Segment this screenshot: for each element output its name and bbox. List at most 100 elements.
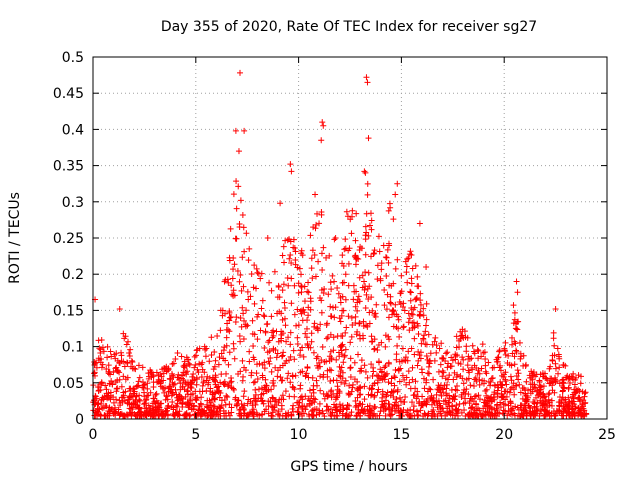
data-point (513, 278, 520, 285)
data-point (234, 268, 241, 275)
data-point (275, 367, 282, 374)
data-point (348, 230, 355, 237)
data-point (350, 296, 357, 303)
data-point (348, 314, 355, 321)
data-point (362, 269, 369, 276)
data-point (467, 382, 474, 389)
data-point (124, 399, 131, 406)
data-point (497, 378, 504, 385)
data-point (243, 230, 250, 237)
data-point (145, 411, 152, 418)
data-point (353, 210, 360, 217)
data-point (403, 381, 410, 388)
data-point (565, 384, 572, 391)
data-point (497, 404, 504, 411)
data-point (369, 382, 376, 389)
data-point (533, 394, 540, 401)
data-point (411, 335, 418, 342)
data-point (171, 380, 178, 387)
data-point (407, 297, 414, 304)
data-point (511, 391, 518, 398)
data-point (402, 354, 409, 361)
data-point (505, 402, 512, 409)
data-point (430, 397, 437, 404)
data-point (265, 339, 272, 346)
data-point (334, 333, 341, 340)
data-point (247, 293, 254, 300)
data-point (279, 362, 286, 369)
data-point (314, 210, 321, 217)
data-point (520, 385, 527, 392)
data-point (410, 319, 417, 326)
data-point (374, 379, 381, 386)
data-point (564, 409, 571, 416)
data-point (424, 396, 431, 403)
data-point (120, 389, 127, 396)
data-point (368, 217, 375, 224)
data-point (520, 362, 527, 369)
data-point (358, 357, 365, 364)
data-point (439, 368, 446, 375)
data-point (364, 79, 371, 86)
data-point (558, 400, 565, 407)
data-point (213, 409, 220, 416)
data-point (487, 404, 494, 411)
data-point (186, 412, 193, 419)
data-point (158, 400, 165, 407)
data-point (302, 406, 309, 413)
data-point (544, 377, 551, 384)
data-point (177, 397, 184, 404)
data-point (335, 372, 342, 379)
data-point (473, 393, 479, 400)
data-point (97, 349, 104, 356)
data-point (214, 405, 221, 412)
data-point (361, 362, 368, 369)
data-point (504, 388, 511, 395)
data-point (288, 412, 295, 419)
data-point (539, 402, 546, 409)
data-point (423, 341, 430, 348)
data-point (294, 334, 301, 341)
data-point (253, 398, 260, 405)
data-point (352, 319, 359, 326)
data-point (331, 278, 338, 285)
data-point (135, 382, 142, 389)
data-point (465, 391, 472, 398)
data-point (194, 346, 201, 353)
data-point (442, 375, 449, 382)
data-point (323, 254, 330, 261)
data-point (317, 373, 324, 380)
data-point (286, 357, 293, 364)
data-point (100, 404, 107, 411)
data-point (390, 323, 397, 330)
data-point (432, 334, 439, 341)
data-point (483, 370, 490, 377)
data-point (545, 391, 552, 398)
data-point (416, 312, 423, 319)
data-point (446, 409, 453, 416)
data-point (354, 328, 361, 335)
data-point (396, 299, 403, 306)
data-point (269, 394, 276, 401)
data-point (453, 410, 460, 417)
data-point (375, 341, 382, 348)
data-point (437, 361, 444, 368)
data-point (342, 236, 349, 243)
data-point (264, 320, 271, 327)
data-point (134, 402, 141, 409)
data-point (294, 340, 301, 347)
data-point (411, 323, 418, 330)
data-point (277, 374, 284, 381)
data-point (93, 364, 100, 371)
data-point (123, 341, 130, 348)
data-point (199, 359, 206, 366)
data-point (257, 327, 264, 334)
data-point (436, 345, 443, 352)
data-point (163, 363, 170, 370)
data-point (545, 396, 552, 403)
data-point (268, 329, 275, 336)
data-point (475, 367, 482, 374)
data-point (221, 344, 228, 351)
data-point (241, 248, 248, 255)
data-point (238, 400, 245, 407)
